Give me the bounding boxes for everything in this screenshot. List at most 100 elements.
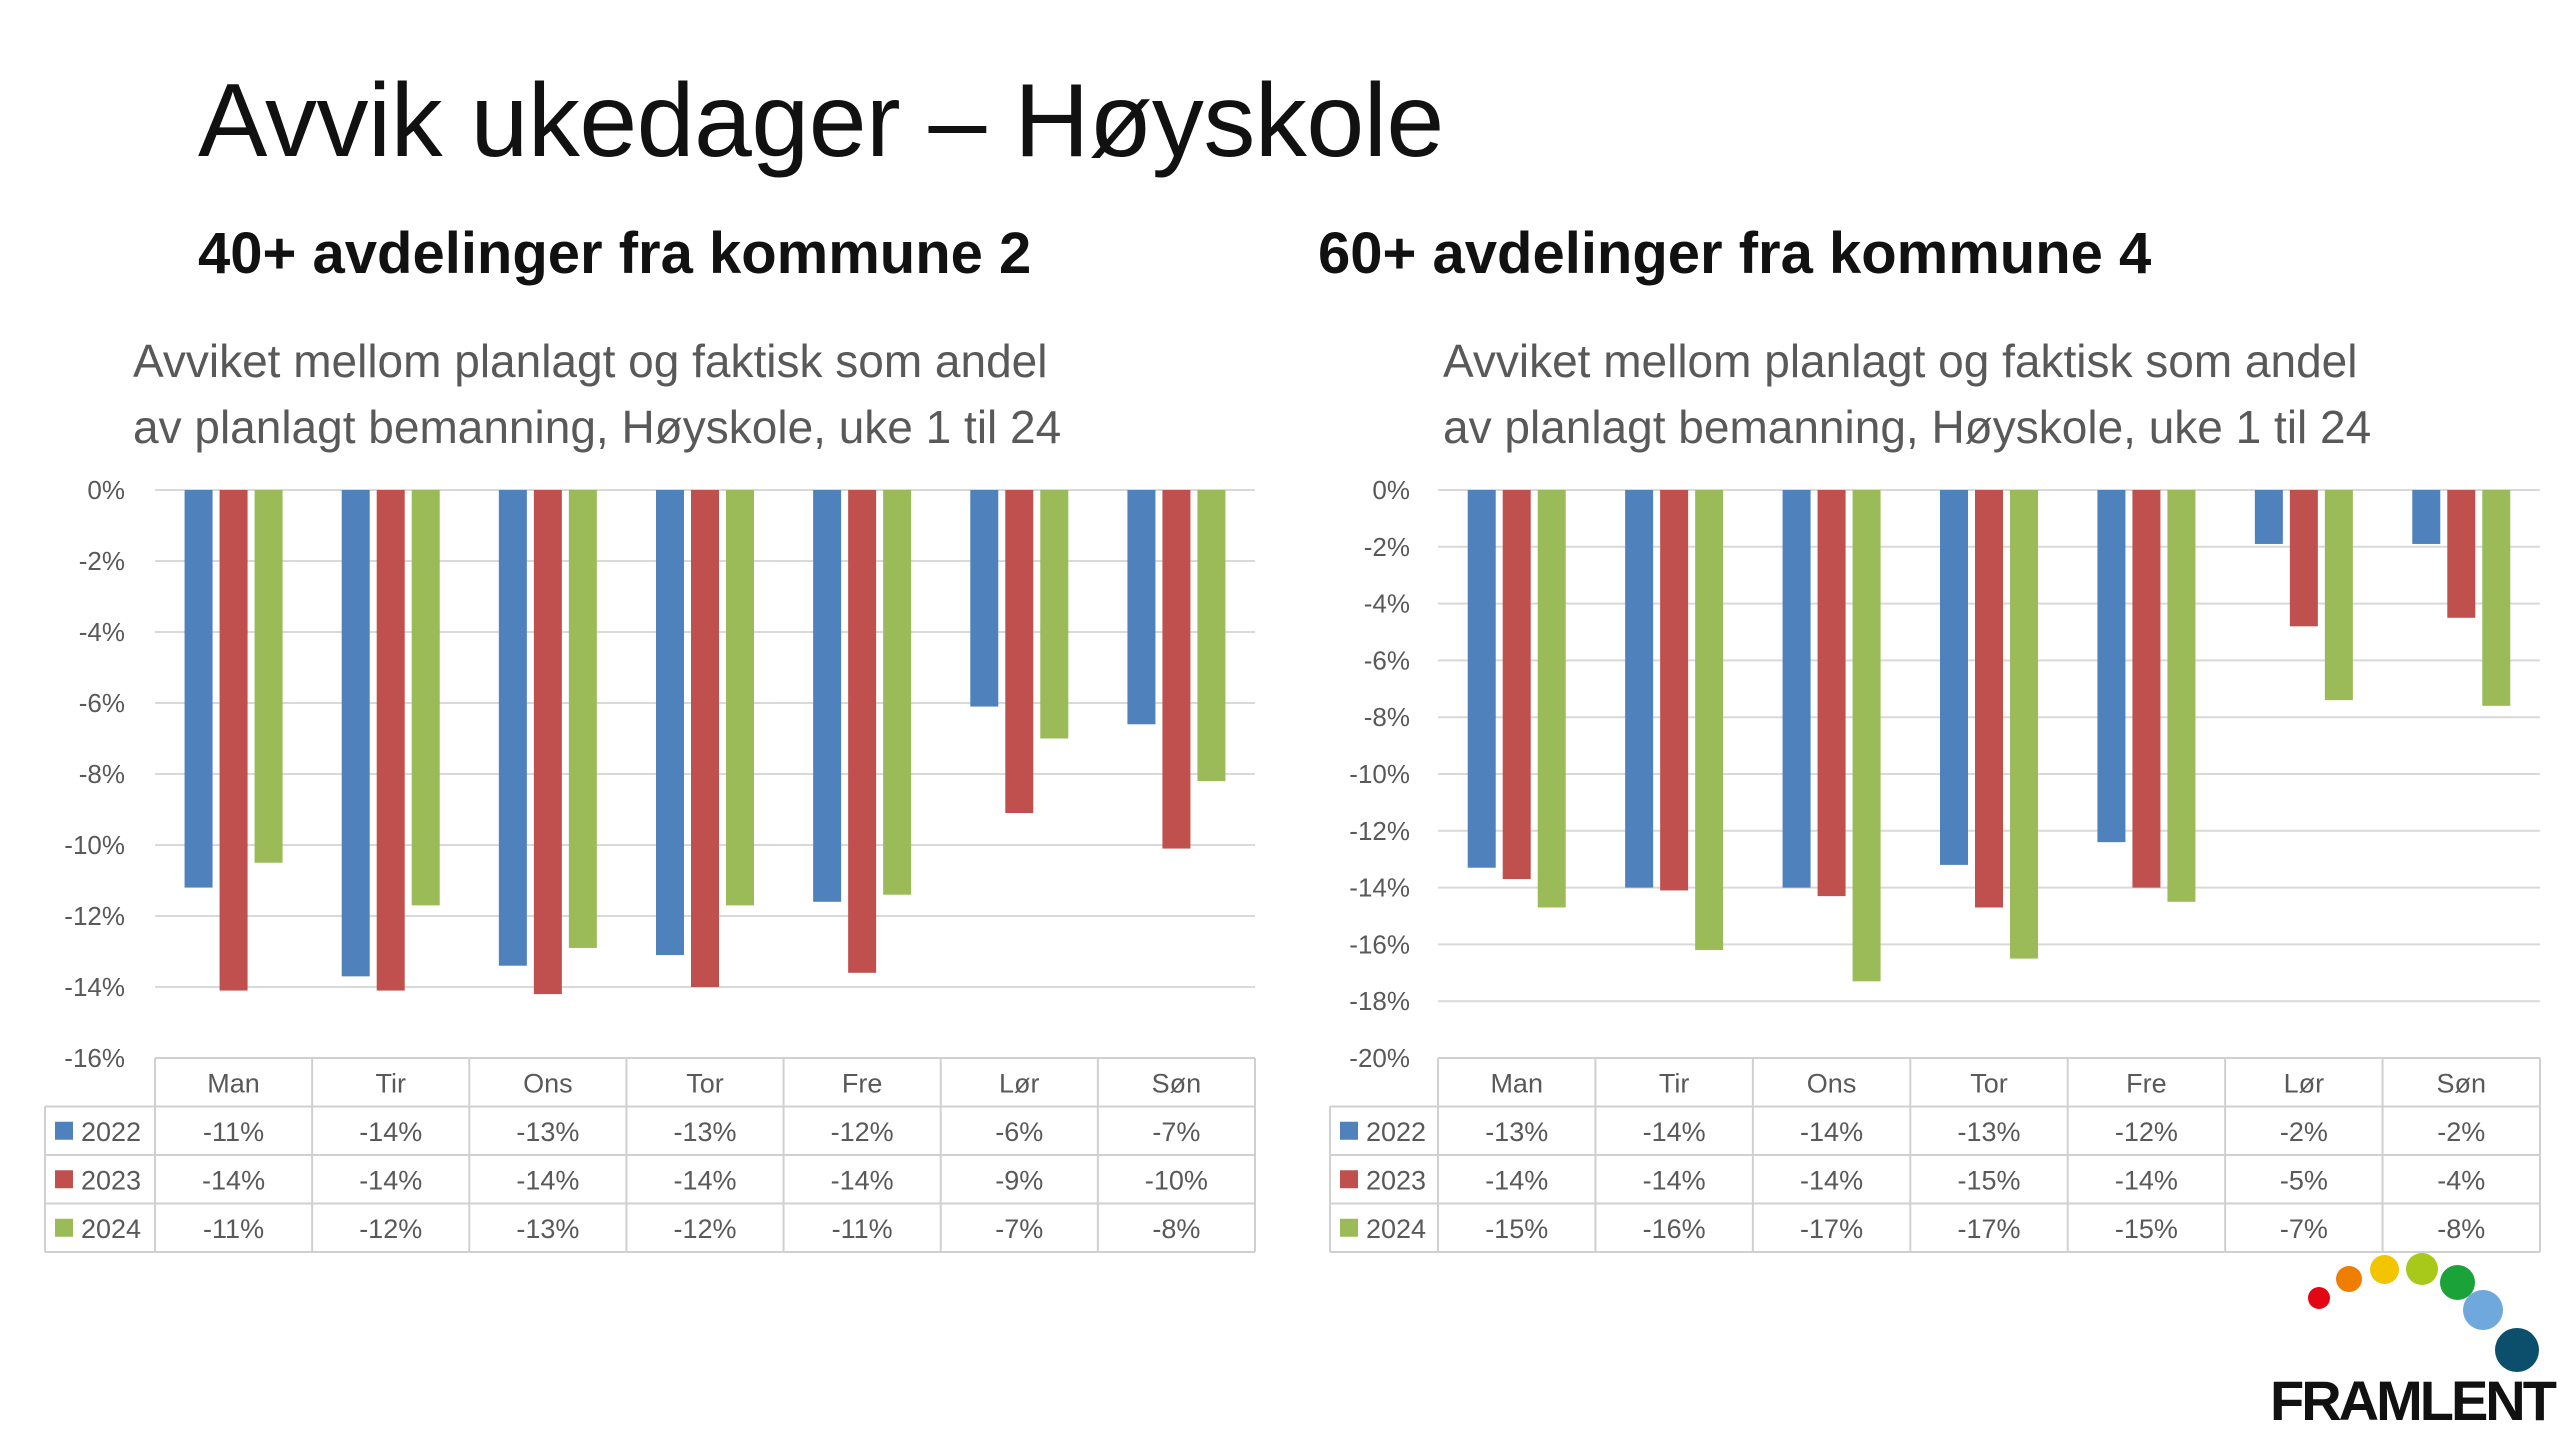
right-chart-y-tick-label: -18% bbox=[1349, 986, 1410, 1016]
right-chart-data-label: -7% bbox=[2280, 1214, 2328, 1244]
left-chart-data-label: -12% bbox=[831, 1117, 894, 1147]
left-chart-data-label: -14% bbox=[831, 1165, 894, 1195]
right-chart-data-label: -15% bbox=[1485, 1214, 1548, 1244]
right-chart-bar-2023-0 bbox=[1502, 490, 1531, 880]
right-chart-bar-2024-3 bbox=[2010, 490, 2038, 959]
left-chart-data-label: -11% bbox=[832, 1214, 893, 1244]
right-chart-legend-key-2023 bbox=[1340, 1170, 1358, 1189]
right-chart-legend-key-2024 bbox=[1340, 1218, 1358, 1237]
right-chart-data-label: -13% bbox=[1957, 1117, 2020, 1147]
left-chart-title-line-2: av planlagt bemanning, Høyskole, uke 1 t… bbox=[133, 401, 1062, 453]
left-chart-legend-label-2022: 2022 bbox=[81, 1117, 141, 1147]
left-chart-data-label: -10% bbox=[1145, 1165, 1208, 1195]
left-chart-legend-label-2023: 2023 bbox=[81, 1165, 141, 1195]
left-chart-title-line-1: Avviket mellom planlagt og faktisk som a… bbox=[133, 335, 1048, 387]
right-chart-bar-2023-5 bbox=[2289, 490, 2318, 627]
left-chart-y-tick-label: -14% bbox=[64, 972, 125, 1002]
left-chart-title: Avviket mellom planlagt og faktisk som a… bbox=[133, 328, 1061, 460]
right-chart-bar-2023-2 bbox=[1817, 490, 1846, 897]
left-chart-bar-2023-5 bbox=[1005, 490, 1034, 814]
left-chart-category-label: Søn bbox=[1152, 1068, 1202, 1098]
left-chart-data-label: -14% bbox=[202, 1165, 265, 1195]
right-chart-data-label: -13% bbox=[1485, 1117, 1548, 1147]
left-chart-data-label: -13% bbox=[673, 1117, 736, 1147]
right-chart-data-label: -5% bbox=[2280, 1165, 2328, 1195]
right-chart-legend-key-2022 bbox=[1340, 1121, 1358, 1140]
right-chart-bar-2023-6 bbox=[2447, 490, 2476, 618]
left-chart-y-tick-label: -12% bbox=[64, 901, 125, 931]
left-chart-bar-2023-3 bbox=[691, 490, 719, 987]
right-chart-bar-2024-0 bbox=[1537, 490, 1566, 908]
left-chart-bar-2022-3 bbox=[656, 490, 684, 956]
right-chart-bar-2024-4 bbox=[2167, 490, 2196, 902]
left-chart-data-label: -11% bbox=[203, 1214, 264, 1244]
right-chart-data-label: -17% bbox=[1800, 1214, 1863, 1244]
right-chart-title-line-2: av planlagt bemanning, Høyskole, uke 1 t… bbox=[1443, 401, 2372, 453]
right-chart-data-label: -14% bbox=[1643, 1165, 1706, 1195]
left-chart-data-label: -14% bbox=[359, 1165, 422, 1195]
left-chart-category-label: Lør bbox=[999, 1068, 1040, 1098]
left-chart-y-tick-label: -8% bbox=[79, 759, 125, 789]
right-chart-data-label: -14% bbox=[2115, 1165, 2178, 1195]
logo-dot-lightblue bbox=[2463, 1290, 2503, 1330]
right-chart-y-tick-label: -12% bbox=[1349, 816, 1410, 846]
framlent-logo: FRAMLENT bbox=[2260, 1250, 2560, 1440]
right-chart-y-tick-label: -2% bbox=[1364, 532, 1410, 562]
left-chart-data-label: -9% bbox=[995, 1165, 1043, 1195]
right-chart-bar-2022-5 bbox=[2254, 490, 2283, 544]
logo-text: FRAMLENT bbox=[2270, 1369, 2557, 1432]
right-chart-data-label: -8% bbox=[2437, 1214, 2485, 1244]
left-chart-bar-2023-2 bbox=[533, 490, 562, 995]
left-chart-bar-2022-6 bbox=[1127, 490, 1156, 725]
left-chart-data-label: -14% bbox=[359, 1117, 422, 1147]
left-chart-data-label: -14% bbox=[516, 1165, 579, 1195]
right-chart-bar-2024-1 bbox=[1695, 490, 1724, 951]
left-chart-y-tick-label: 0% bbox=[87, 475, 125, 505]
right-chart-y-tick-label: -14% bbox=[1349, 873, 1410, 903]
right-chart-y-tick-label: -10% bbox=[1349, 759, 1410, 789]
right-chart-category-label: Man bbox=[1490, 1068, 1543, 1098]
left-chart-data-label: -13% bbox=[516, 1117, 579, 1147]
right-chart-bar-2022-4 bbox=[2097, 490, 2126, 843]
right-chart-data-label: -12% bbox=[2115, 1117, 2178, 1147]
right-chart-bar-2022-6 bbox=[2412, 490, 2441, 544]
left-chart-bar-2023-0 bbox=[219, 490, 248, 991]
left-chart-category-label: Tir bbox=[375, 1068, 405, 1098]
right-chart-data-label: -2% bbox=[2437, 1117, 2485, 1147]
left-chart-bar-2024-2 bbox=[568, 490, 597, 948]
left-chart-data-label: -7% bbox=[995, 1214, 1043, 1244]
left-chart-data-label: -12% bbox=[359, 1214, 422, 1244]
right-chart-y-tick-label: 0% bbox=[1372, 475, 1410, 505]
left-chart-y-tick-label: -2% bbox=[79, 546, 125, 576]
logo-dot-lightgreen bbox=[2406, 1253, 2438, 1285]
right-bar-chart: 0% -2% -4% -6% -8% -10% -12% -14% -16% -18% -20% Ma… bbox=[1329, 475, 2541, 1253]
right-chart-bar-2023-1 bbox=[1660, 490, 1689, 891]
left-chart-y-tick-label: -10% bbox=[64, 830, 125, 860]
left-chart-bar-2023-4 bbox=[848, 490, 877, 973]
right-chart-category-label: Søn bbox=[2437, 1068, 2487, 1098]
left-chart-data-label: -14% bbox=[673, 1165, 736, 1195]
right-chart-data-label: -2% bbox=[2280, 1117, 2328, 1147]
right-chart-data-label: -14% bbox=[1800, 1165, 1863, 1195]
logo-dot-orange bbox=[2336, 1266, 2362, 1292]
right-chart-category-label: Tor bbox=[1970, 1068, 2008, 1098]
left-chart-category-label: Tor bbox=[686, 1068, 724, 1098]
left-chart-bar-2022-5 bbox=[970, 490, 999, 707]
right-chart-data-label: -15% bbox=[2115, 1214, 2178, 1244]
left-chart-bar-2024-4 bbox=[883, 490, 912, 895]
right-chart-title: Avviket mellom planlagt og faktisk som a… bbox=[1443, 328, 2371, 460]
slide-title: Avvik ukedager – Høyskole bbox=[198, 63, 1444, 179]
left-chart-y-tick-label: -6% bbox=[79, 688, 125, 718]
left-chart-y-tick-label: -16% bbox=[64, 1043, 125, 1073]
left-chart-bar-2022-4 bbox=[813, 490, 842, 902]
right-chart-legend-label-2022: 2022 bbox=[1366, 1117, 1426, 1147]
right-chart-bar-2024-2 bbox=[1852, 490, 1881, 982]
left-chart-legend-key-2023 bbox=[55, 1170, 73, 1189]
left-chart-bar-2022-2 bbox=[498, 490, 527, 966]
right-chart-data-label: -17% bbox=[1957, 1214, 2020, 1244]
left-chart-bar-2024-1 bbox=[411, 490, 440, 906]
right-chart-legend-label-2023: 2023 bbox=[1366, 1165, 1426, 1195]
left-chart-data-label: -12% bbox=[673, 1214, 736, 1244]
logo-dot-darkblue bbox=[2495, 1328, 2539, 1372]
left-chart-data-label: -8% bbox=[1152, 1214, 1200, 1244]
